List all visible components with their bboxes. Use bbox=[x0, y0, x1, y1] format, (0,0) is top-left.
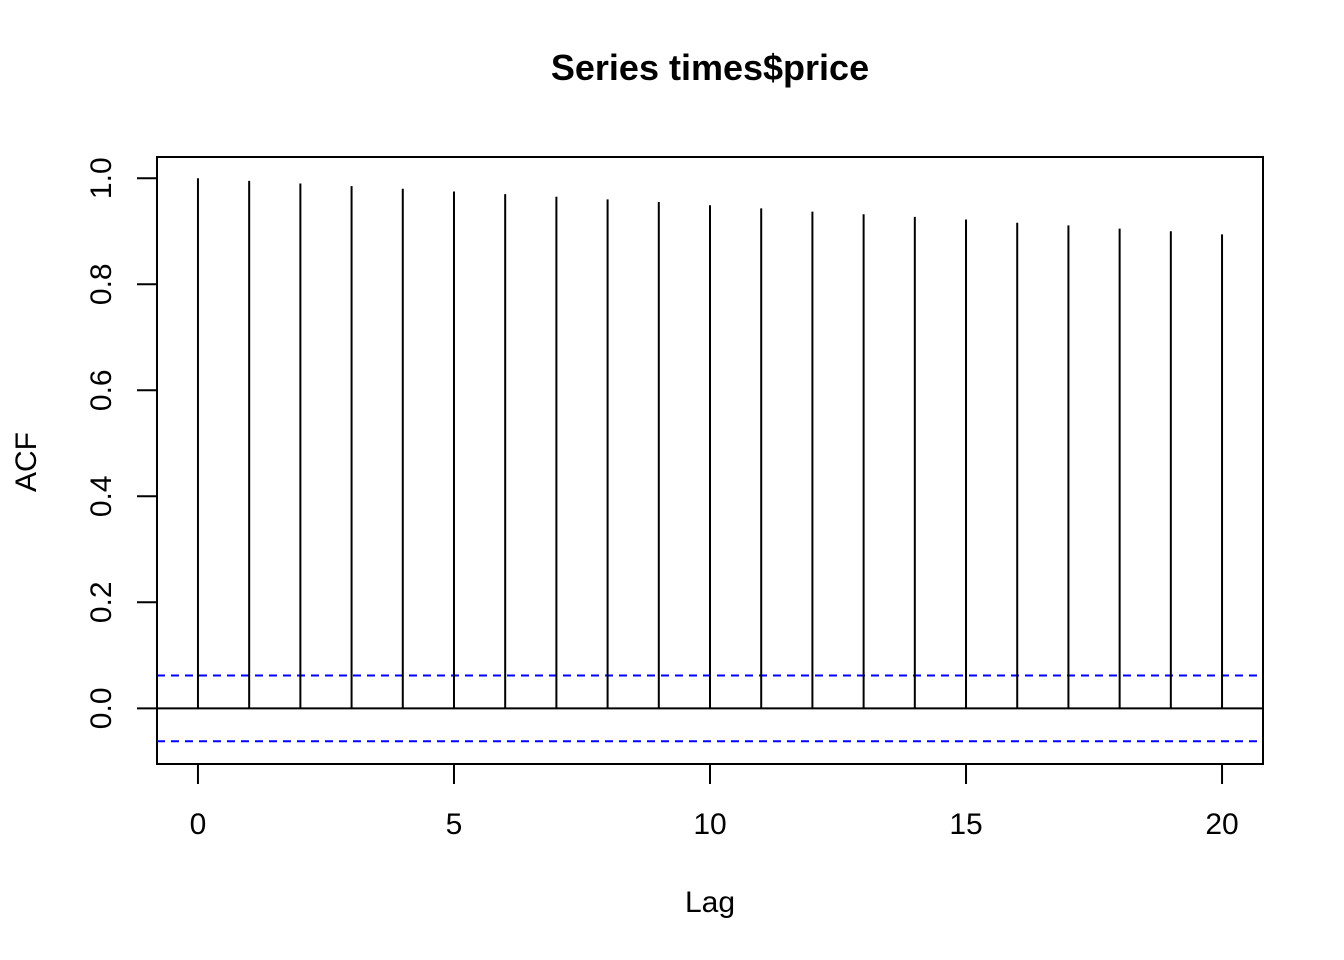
x-tick-label: 5 bbox=[446, 808, 463, 841]
chart-marks: 0 5 10 15 20 0.0 0.2 0.4 0.6 0.8 1.0 bbox=[85, 157, 1263, 841]
x-tick-label: 15 bbox=[949, 808, 982, 841]
y-tick-label: 0.2 bbox=[85, 581, 118, 623]
y-axis-label: ACF bbox=[10, 432, 43, 492]
y-tick-label: 0.8 bbox=[85, 263, 118, 305]
chart-title: Series times$price bbox=[551, 47, 869, 88]
x-tick-label: 0 bbox=[190, 808, 207, 841]
y-tick-label: 0.0 bbox=[85, 687, 118, 729]
y-tick-label: 0.6 bbox=[85, 369, 118, 411]
x-tick-label: 10 bbox=[693, 808, 726, 841]
y-tick-label: 1.0 bbox=[85, 157, 118, 199]
x-axis-label: Lag bbox=[685, 886, 735, 919]
x-tick-label: 20 bbox=[1205, 808, 1238, 841]
y-tick-label: 0.4 bbox=[85, 475, 118, 517]
